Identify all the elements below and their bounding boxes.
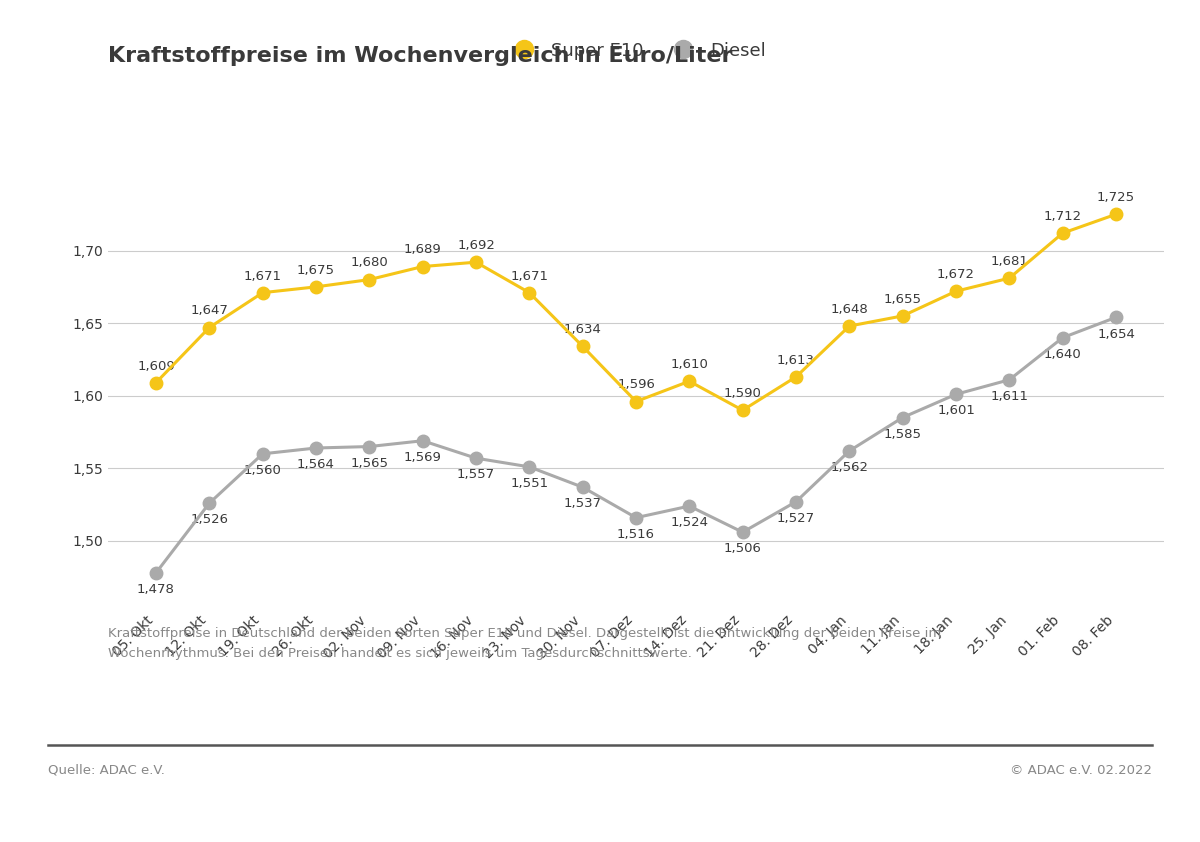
Text: 1,596: 1,596 bbox=[617, 378, 655, 392]
Text: 1,610: 1,610 bbox=[671, 358, 708, 371]
Text: 1,527: 1,527 bbox=[776, 512, 815, 525]
Text: 1,654: 1,654 bbox=[1097, 328, 1135, 340]
Text: © ADAC e.V. 02.2022: © ADAC e.V. 02.2022 bbox=[1010, 764, 1152, 776]
Text: 1,634: 1,634 bbox=[564, 323, 601, 336]
Text: 1,640: 1,640 bbox=[1044, 348, 1081, 361]
Text: 1,692: 1,692 bbox=[457, 239, 494, 252]
Text: Kraftstoffpreise in Deutschland der beiden Sorten Super E10 und Diesel. Dargeste: Kraftstoffpreise in Deutschland der beid… bbox=[108, 627, 941, 660]
Text: 1,590: 1,590 bbox=[724, 387, 762, 400]
Text: 1,672: 1,672 bbox=[937, 268, 976, 281]
Text: 1,557: 1,557 bbox=[457, 468, 496, 482]
Text: 1,601: 1,601 bbox=[937, 404, 974, 418]
Text: 1,516: 1,516 bbox=[617, 528, 655, 541]
Text: 1,655: 1,655 bbox=[883, 293, 922, 306]
Text: 1,648: 1,648 bbox=[830, 303, 869, 316]
Text: 1,569: 1,569 bbox=[403, 451, 442, 464]
Text: 1,524: 1,524 bbox=[671, 516, 708, 530]
Text: 1,560: 1,560 bbox=[244, 464, 282, 477]
Text: 1,712: 1,712 bbox=[1044, 210, 1081, 223]
Text: 1,671: 1,671 bbox=[244, 269, 282, 283]
Text: 1,506: 1,506 bbox=[724, 542, 762, 556]
Text: 1,671: 1,671 bbox=[510, 269, 548, 283]
Text: Quelle: ADAC e.V.: Quelle: ADAC e.V. bbox=[48, 764, 164, 776]
Text: 1,689: 1,689 bbox=[403, 243, 442, 256]
Text: 1,725: 1,725 bbox=[1097, 191, 1135, 204]
Text: 1,681: 1,681 bbox=[990, 255, 1028, 268]
Text: 1,478: 1,478 bbox=[137, 583, 175, 596]
Text: 1,565: 1,565 bbox=[350, 456, 389, 470]
Text: 1,613: 1,613 bbox=[778, 354, 815, 367]
Text: Kraftstoffpreise im Wochenvergleich in Euro/Liter: Kraftstoffpreise im Wochenvergleich in E… bbox=[108, 46, 732, 67]
Legend: Super E10, Diesel: Super E10, Diesel bbox=[499, 35, 773, 67]
Text: 1,585: 1,585 bbox=[883, 428, 922, 440]
Text: 1,680: 1,680 bbox=[350, 257, 389, 269]
Text: 1,564: 1,564 bbox=[298, 458, 335, 472]
Text: 1,647: 1,647 bbox=[191, 304, 228, 317]
Text: 1,526: 1,526 bbox=[191, 514, 228, 526]
Text: 1,537: 1,537 bbox=[564, 498, 601, 510]
Text: 1,611: 1,611 bbox=[990, 390, 1028, 403]
Text: 1,675: 1,675 bbox=[298, 264, 335, 277]
Text: 1,562: 1,562 bbox=[830, 461, 869, 474]
Text: 1,551: 1,551 bbox=[510, 477, 548, 490]
Text: 1,609: 1,609 bbox=[137, 360, 175, 372]
